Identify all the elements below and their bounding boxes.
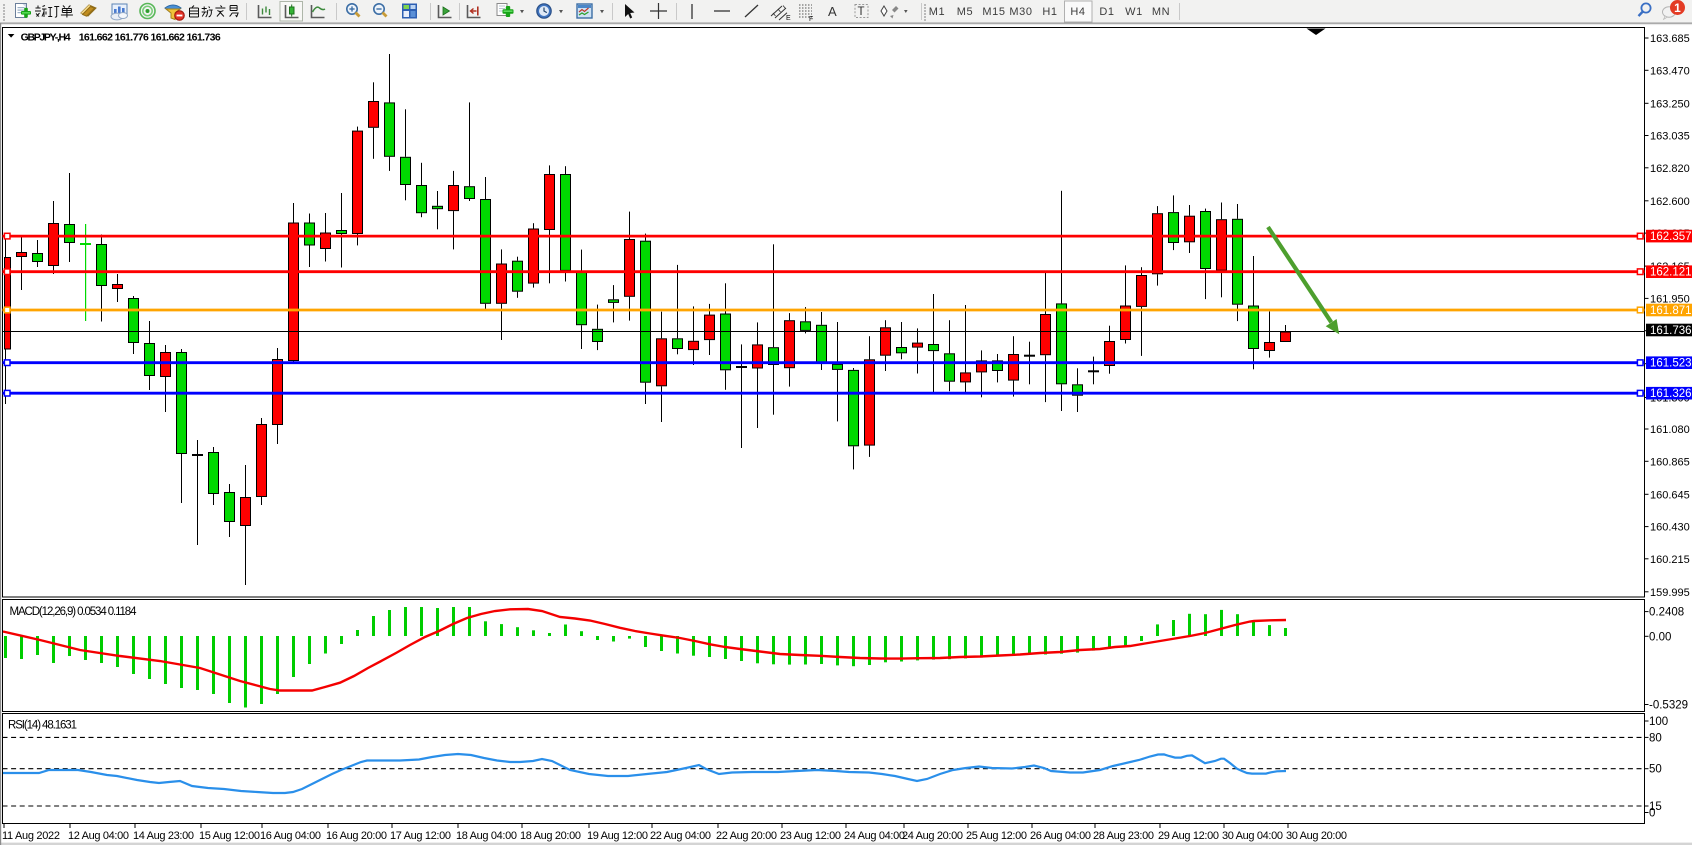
svg-text:28 Aug 23:00: 28 Aug 23:00 [1093,830,1154,842]
svg-text:161.080: 161.080 [1650,424,1690,436]
svg-text:163.035: 163.035 [1650,131,1690,143]
svg-text:18 Aug 04:00: 18 Aug 04:00 [456,830,517,842]
svg-text:14 Aug 23:00: 14 Aug 23:00 [133,830,194,842]
svg-text:23 Aug 12:00: 23 Aug 12:00 [780,830,841,842]
svg-text:12 Aug 04:00: 12 Aug 04:00 [68,830,129,842]
svg-text:F: F [809,16,813,23]
svg-text:161.871: 161.871 [1650,305,1692,317]
svg-text:160.430: 160.430 [1650,522,1690,534]
svg-text:24 Aug 04:00: 24 Aug 04:00 [844,830,905,842]
svg-text:163.470: 163.470 [1650,65,1690,77]
svg-text:11 Aug 2022: 11 Aug 2022 [2,830,60,842]
svg-text:A: A [828,4,837,19]
svg-text:M1: M1 [929,6,945,18]
svg-text:162.357: 162.357 [1650,231,1692,243]
svg-text:29 Aug 12:00: 29 Aug 12:00 [1158,830,1219,842]
svg-text:160.645: 160.645 [1650,489,1690,501]
svg-text:161.523: 161.523 [1650,358,1692,370]
svg-text:161.736: 161.736 [1650,325,1692,337]
svg-text:25 Aug 12:00: 25 Aug 12:00 [966,830,1027,842]
svg-text:50: 50 [1649,764,1662,776]
svg-text:161.950: 161.950 [1650,293,1690,305]
svg-text:30 Aug 20:00: 30 Aug 20:00 [1286,830,1347,842]
svg-text:16 Aug 20:00: 16 Aug 20:00 [326,830,387,842]
svg-text:D1: D1 [1099,6,1114,18]
svg-text:162.820: 162.820 [1650,163,1690,175]
svg-text:17 Aug 12:00: 17 Aug 12:00 [390,830,451,842]
svg-text:162.121: 162.121 [1650,267,1692,279]
svg-text:163.250: 163.250 [1650,98,1690,110]
svg-text:E: E [786,15,791,22]
svg-text:26 Aug 04:00: 26 Aug 04:00 [1030,830,1091,842]
svg-text:160.865: 160.865 [1650,456,1690,468]
svg-text:M15: M15 [982,6,1005,18]
svg-text:30 Aug 04:00: 30 Aug 04:00 [1222,830,1283,842]
svg-text:0: 0 [1649,808,1655,820]
svg-text:161.662 161.776 161.662 161.73: 161.662 161.776 161.662 161.736 [79,31,221,43]
svg-text:GBPJPY-,H4: GBPJPY-,H4 [21,31,71,43]
svg-text:24 Aug 20:00: 24 Aug 20:00 [902,830,963,842]
svg-text:MACD(12,26,9) 0.0534 0.1184: MACD(12,26,9) 0.0534 0.1184 [10,606,138,618]
svg-text:18 Aug 20:00: 18 Aug 20:00 [520,830,581,842]
svg-text:15 Aug 12:00: 15 Aug 12:00 [199,830,260,842]
svg-text:80: 80 [1649,732,1662,744]
svg-text:H4: H4 [1070,6,1085,18]
svg-text:0.00: 0.00 [1649,631,1671,643]
svg-text:161.326: 161.326 [1650,388,1692,400]
svg-text:1: 1 [1674,1,1681,15]
svg-text:-0.5329: -0.5329 [1649,700,1688,712]
svg-text:159.995: 159.995 [1650,587,1690,599]
svg-text:M5: M5 [957,6,973,18]
svg-text:19 Aug 12:00: 19 Aug 12:00 [587,830,648,842]
svg-text:22 Aug 20:00: 22 Aug 20:00 [716,830,777,842]
svg-text:160.215: 160.215 [1650,554,1690,566]
svg-text:162.600: 162.600 [1650,196,1690,208]
svg-text:22 Aug 04:00: 22 Aug 04:00 [650,830,711,842]
svg-text:MN: MN [1152,6,1170,18]
svg-text:16 Aug 04:00: 16 Aug 04:00 [260,830,321,842]
svg-text:100: 100 [1649,716,1668,728]
svg-text:W1: W1 [1125,6,1143,18]
svg-text:M30: M30 [1009,6,1032,18]
svg-text:163.685: 163.685 [1650,33,1690,45]
svg-text:H1: H1 [1042,6,1057,18]
svg-text:0.2408: 0.2408 [1649,607,1684,619]
svg-text:15: 15 [1649,801,1662,813]
svg-text:T: T [858,6,865,18]
svg-text:RSI(14) 48.1631: RSI(14) 48.1631 [8,720,77,732]
